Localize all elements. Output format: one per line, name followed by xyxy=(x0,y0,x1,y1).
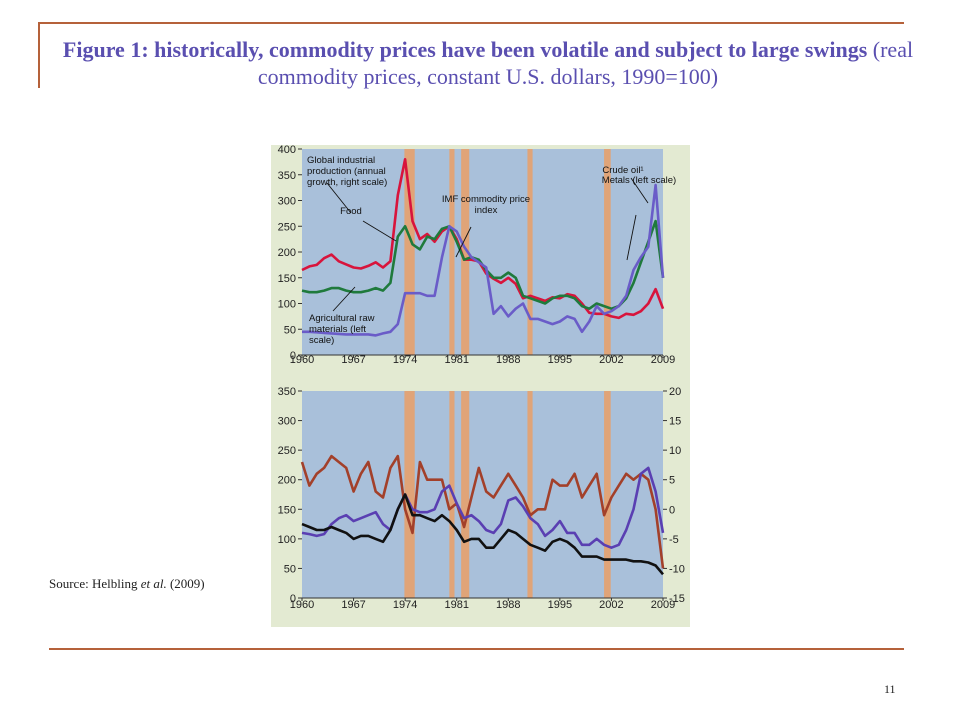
panel-2-x-tick-label: 1967 xyxy=(341,599,365,611)
panel-2-y-right-tick-label: -5 xyxy=(669,534,679,546)
panel-2-annotation-label-1: growth, right scale) xyxy=(307,177,387,188)
panel-1-recession-band-4 xyxy=(527,149,533,355)
panel-2-annotation-label-3: Agricultural raw xyxy=(309,313,375,324)
panel-1-x-tick-label: 1995 xyxy=(548,354,572,366)
panel-1-y-tick-label: 0 xyxy=(290,350,296,362)
panel-2-y-tick-label: 300 xyxy=(278,416,296,428)
panel-2-y-right-tick-label: 10 xyxy=(669,445,681,457)
panel-2-y-tick-label: 150 xyxy=(278,504,296,516)
panel-2-y-right-tick-label: -15 xyxy=(669,593,685,605)
panel-2-y-right-tick-label: 0 xyxy=(669,504,675,516)
panel-1-x-tick-label: 1981 xyxy=(444,354,468,366)
panel-2-y-tick-label: 350 xyxy=(278,386,296,398)
bottom-rule xyxy=(49,648,904,650)
panel-1-y-tick-label: 300 xyxy=(278,196,296,208)
panel-1-annotation-label-1: Food xyxy=(340,206,362,217)
slide-title: Figure 1: historically, commodity prices… xyxy=(60,36,916,90)
panel-2-x-tick-label: 1974 xyxy=(393,599,417,611)
panel-1-recession-band-1 xyxy=(404,149,415,355)
panel-2-annotation-leader-1 xyxy=(326,182,352,214)
panel-2-x-tick-label: 1960 xyxy=(290,599,314,611)
panel-2-y-tick-label: 200 xyxy=(278,475,296,487)
panel-1-annotation-label-2: index xyxy=(475,205,498,216)
panel-1-x-tick-label: 2009 xyxy=(651,354,675,366)
source-note: Source: Helbling et al. (2009) xyxy=(49,576,205,592)
page-number: 11 xyxy=(884,682,896,696)
panel-1-x-tick-label: 1988 xyxy=(496,354,520,366)
panel-1-annotation-label-3: Crude oil¹ xyxy=(602,165,643,176)
panel-2-recession-band-3 xyxy=(461,391,470,598)
panel-1-x-tick-label: 2002 xyxy=(599,354,623,366)
panel-2-annotation-label-3: scale) xyxy=(309,335,334,346)
panel-1-annotation-leader-2 xyxy=(455,226,472,258)
panel-1-recession-band-2 xyxy=(449,149,455,355)
panel-2-recession-band-4 xyxy=(527,391,533,598)
panel-2-y-right-tick-label: 15 xyxy=(669,416,681,428)
panel-2-annotation-leader-3 xyxy=(332,286,356,312)
panel-1-x-tick-label: 1967 xyxy=(341,354,365,366)
top-rule xyxy=(38,22,904,24)
panel-2-annotation-label-2: Metals (left scale) xyxy=(602,175,676,186)
panel-2-series-line-1 xyxy=(300,454,665,569)
panel-2-plot-area xyxy=(302,391,663,598)
panel-1-y-tick-label: 150 xyxy=(278,273,296,285)
panel-1-x-tick-label: 1974 xyxy=(393,354,417,366)
panel-2-x-tick-label: 2002 xyxy=(599,599,623,611)
panel-2-annotation-label-1: production (annual xyxy=(307,166,386,177)
slide-title-subtitle: (real commodity prices, constant U.S. do… xyxy=(257,37,914,89)
panel-1-recession-band-5 xyxy=(604,149,611,355)
panel-1-y-tick-label: 350 xyxy=(278,170,296,182)
panel-2-annotation-label-3: materials (left xyxy=(309,324,366,335)
panel-1-annotation-label-2: IMF commodity price xyxy=(442,194,530,205)
panel-2-y-tick-label: 0 xyxy=(290,593,296,605)
panel-1-y-tick-label: 250 xyxy=(278,221,296,233)
panel-2-recession-band-1 xyxy=(404,391,415,598)
panel-2-y-right-tick-label: 5 xyxy=(669,475,675,487)
source-italic: et al. xyxy=(140,576,167,591)
panel-1-annotation-leader-3 xyxy=(630,177,649,204)
panel-2-x-tick-label: 1988 xyxy=(496,599,520,611)
panel-2-y-right-tick-label: -10 xyxy=(669,563,685,575)
panel-2-annotation-label-1: Global industrial xyxy=(307,155,375,166)
left-rule xyxy=(38,22,40,88)
panel-1-recession-band-3 xyxy=(461,149,470,355)
panel-1-x-tick-label: 1960 xyxy=(290,354,314,366)
panel-2-series-line-2 xyxy=(301,466,665,550)
panel-1-y-tick-label: 400 xyxy=(278,145,296,156)
panel-1-plot-area xyxy=(302,149,663,355)
panel-1-series-line-3 xyxy=(302,183,665,337)
panel-2-series-line-3 xyxy=(301,493,664,576)
panel-2-annotation-leader-2 xyxy=(626,214,637,261)
panel-2-y-tick-label: 50 xyxy=(284,563,296,575)
panel-1-annotation-leader-1 xyxy=(362,220,397,242)
source-suffix: (2009) xyxy=(166,576,205,591)
panel-2-x-tick-label: 1981 xyxy=(444,599,468,611)
panel-2-y-right-tick-label: 20 xyxy=(669,386,681,398)
source-prefix: Source: Helbling xyxy=(49,576,141,591)
panel-2-x-tick-label: 2009 xyxy=(651,599,675,611)
panel-2-x-tick-label: 1995 xyxy=(548,599,572,611)
panel-1-y-tick-label: 50 xyxy=(284,324,296,336)
panel-2-y-tick-label: 100 xyxy=(278,534,296,546)
panel-1-y-tick-label: 100 xyxy=(278,299,296,311)
slide-title-bold: Figure 1: historically, commodity prices… xyxy=(62,37,868,62)
figure-panel: 0 50 100 150 200 250 300 350 400 1960 1967 1974 1981… xyxy=(271,144,690,627)
panel-1-y-tick-label: 200 xyxy=(278,247,296,259)
panel-2-recession-band-5 xyxy=(604,391,611,598)
panel-2-y-tick-label: 250 xyxy=(278,445,296,457)
